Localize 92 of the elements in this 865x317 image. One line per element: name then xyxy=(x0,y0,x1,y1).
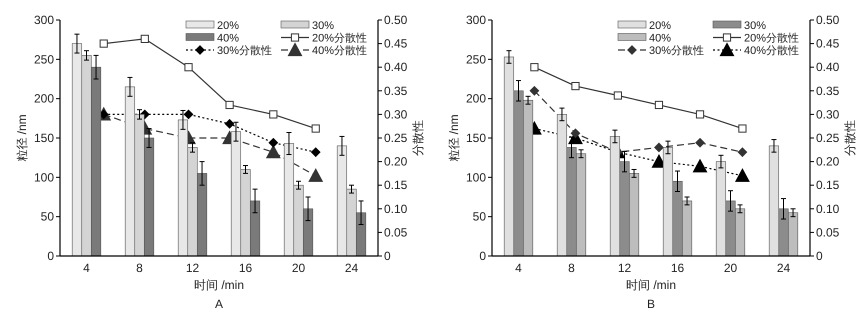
y2-tick-label: 0.05 xyxy=(816,225,840,240)
point xyxy=(738,147,748,157)
legend-label: 20% xyxy=(217,20,240,32)
legend-label: 20%分散性 xyxy=(312,32,368,44)
y2-tick-label: 0.40 xyxy=(816,60,840,74)
y-axis-title: 粒径 /nm xyxy=(15,114,29,162)
y2-tick-label: 0.10 xyxy=(816,202,840,216)
y2-tick-label: 0.20 xyxy=(816,154,840,169)
point xyxy=(654,100,664,110)
y-axis-title: 粒径 /nm xyxy=(447,114,461,162)
y2-tick-label: 0.35 xyxy=(816,84,840,98)
point xyxy=(266,145,280,158)
y-tick-label: 250 xyxy=(466,52,486,66)
point xyxy=(735,168,750,182)
y2-tick-label: 0.20 xyxy=(384,154,408,169)
point xyxy=(224,119,234,129)
point xyxy=(308,168,323,182)
x-axis-title: 时间 /min xyxy=(626,278,676,292)
y2-tick-label: 0.15 xyxy=(816,178,840,192)
point xyxy=(692,159,708,172)
legend-label: 40% xyxy=(649,32,672,44)
legend-label: 30% xyxy=(744,20,766,32)
y2-tick-label: 0.25 xyxy=(816,131,840,145)
x-tick-label: 12 xyxy=(186,261,200,275)
y2-tick-label: 0 xyxy=(384,249,391,263)
x-tick-label: 4 xyxy=(515,261,522,275)
y-tick-label: 0 xyxy=(479,249,486,263)
text: A xyxy=(214,297,224,311)
point xyxy=(184,110,194,120)
point xyxy=(696,110,704,118)
y-tick-label: 250 xyxy=(34,52,54,66)
point xyxy=(738,124,747,133)
y-tick-label: 50 xyxy=(472,210,486,224)
point xyxy=(226,100,234,110)
y2-tick-label: 0.50 xyxy=(816,13,840,27)
y-tick-label: 100 xyxy=(34,170,54,184)
y-tick-label: 300 xyxy=(466,13,486,27)
y-tick-label: 200 xyxy=(466,92,486,106)
x-tick-label: 24 xyxy=(776,261,790,275)
x-tick-label: 16 xyxy=(670,261,684,275)
x-tick-label: 8 xyxy=(568,261,576,275)
x-tick-label: 16 xyxy=(238,261,252,275)
legend-label: 20%分散性 xyxy=(744,32,800,44)
point xyxy=(268,138,278,148)
point xyxy=(100,40,108,48)
y2-tick-label: 0.30 xyxy=(816,107,840,122)
legend-label: 40% xyxy=(217,32,240,44)
legend-label: 40%分散性 xyxy=(312,45,368,57)
x-tick-label: 24 xyxy=(344,261,358,275)
y-tick-label: 150 xyxy=(34,131,54,145)
y-tick-label: 150 xyxy=(466,131,486,145)
y2-tick-label: 0.15 xyxy=(384,178,408,192)
y-tick-label: 100 xyxy=(466,170,486,184)
point xyxy=(140,34,149,43)
y2-tick-label: 0.45 xyxy=(816,36,840,51)
legend-label: 30% xyxy=(312,20,334,32)
y2-axis-title: 分散性 xyxy=(843,120,857,156)
x-tick-label: 12 xyxy=(618,261,632,275)
legend-label: 30%分散性 xyxy=(217,45,272,57)
x-tick-label: 4 xyxy=(83,261,90,275)
y-tick-label: 0 xyxy=(47,249,54,263)
y2-tick-label: 0.05 xyxy=(384,225,408,240)
y-tick-label: 300 xyxy=(34,13,54,27)
x-axis-title: 时间 /min xyxy=(194,278,244,292)
point xyxy=(312,124,320,133)
legend-label: 30%分散性 xyxy=(649,45,704,57)
y2-axis-title: 分散性 xyxy=(411,120,425,156)
text: B xyxy=(646,297,656,311)
point xyxy=(571,82,580,90)
point xyxy=(530,86,540,96)
x-tick-label: 20 xyxy=(724,261,738,275)
y2-tick-label: 0 xyxy=(816,249,823,263)
point xyxy=(184,63,193,72)
point xyxy=(269,110,278,118)
y2-tick-label: 0.50 xyxy=(384,13,408,27)
y2-tick-label: 0.25 xyxy=(384,131,408,145)
legend-label: 40%分散性 xyxy=(744,45,800,57)
legend-label: 20% xyxy=(649,20,672,32)
x-tick-label: 8 xyxy=(136,261,144,275)
point xyxy=(614,91,622,100)
x-tick-label: 20 xyxy=(292,261,306,275)
y-tick-label: 50 xyxy=(40,210,54,224)
point xyxy=(695,138,705,148)
y2-tick-label: 0.30 xyxy=(384,107,408,122)
y2-tick-label: 0.10 xyxy=(384,202,408,216)
y2-tick-label: 0.40 xyxy=(384,60,408,74)
y2-tick-label: 0.35 xyxy=(384,84,408,98)
y-tick-label: 200 xyxy=(34,92,54,106)
y2-tick-label: 0.45 xyxy=(384,36,408,51)
point xyxy=(311,147,320,157)
point xyxy=(530,63,538,72)
point xyxy=(654,142,664,152)
